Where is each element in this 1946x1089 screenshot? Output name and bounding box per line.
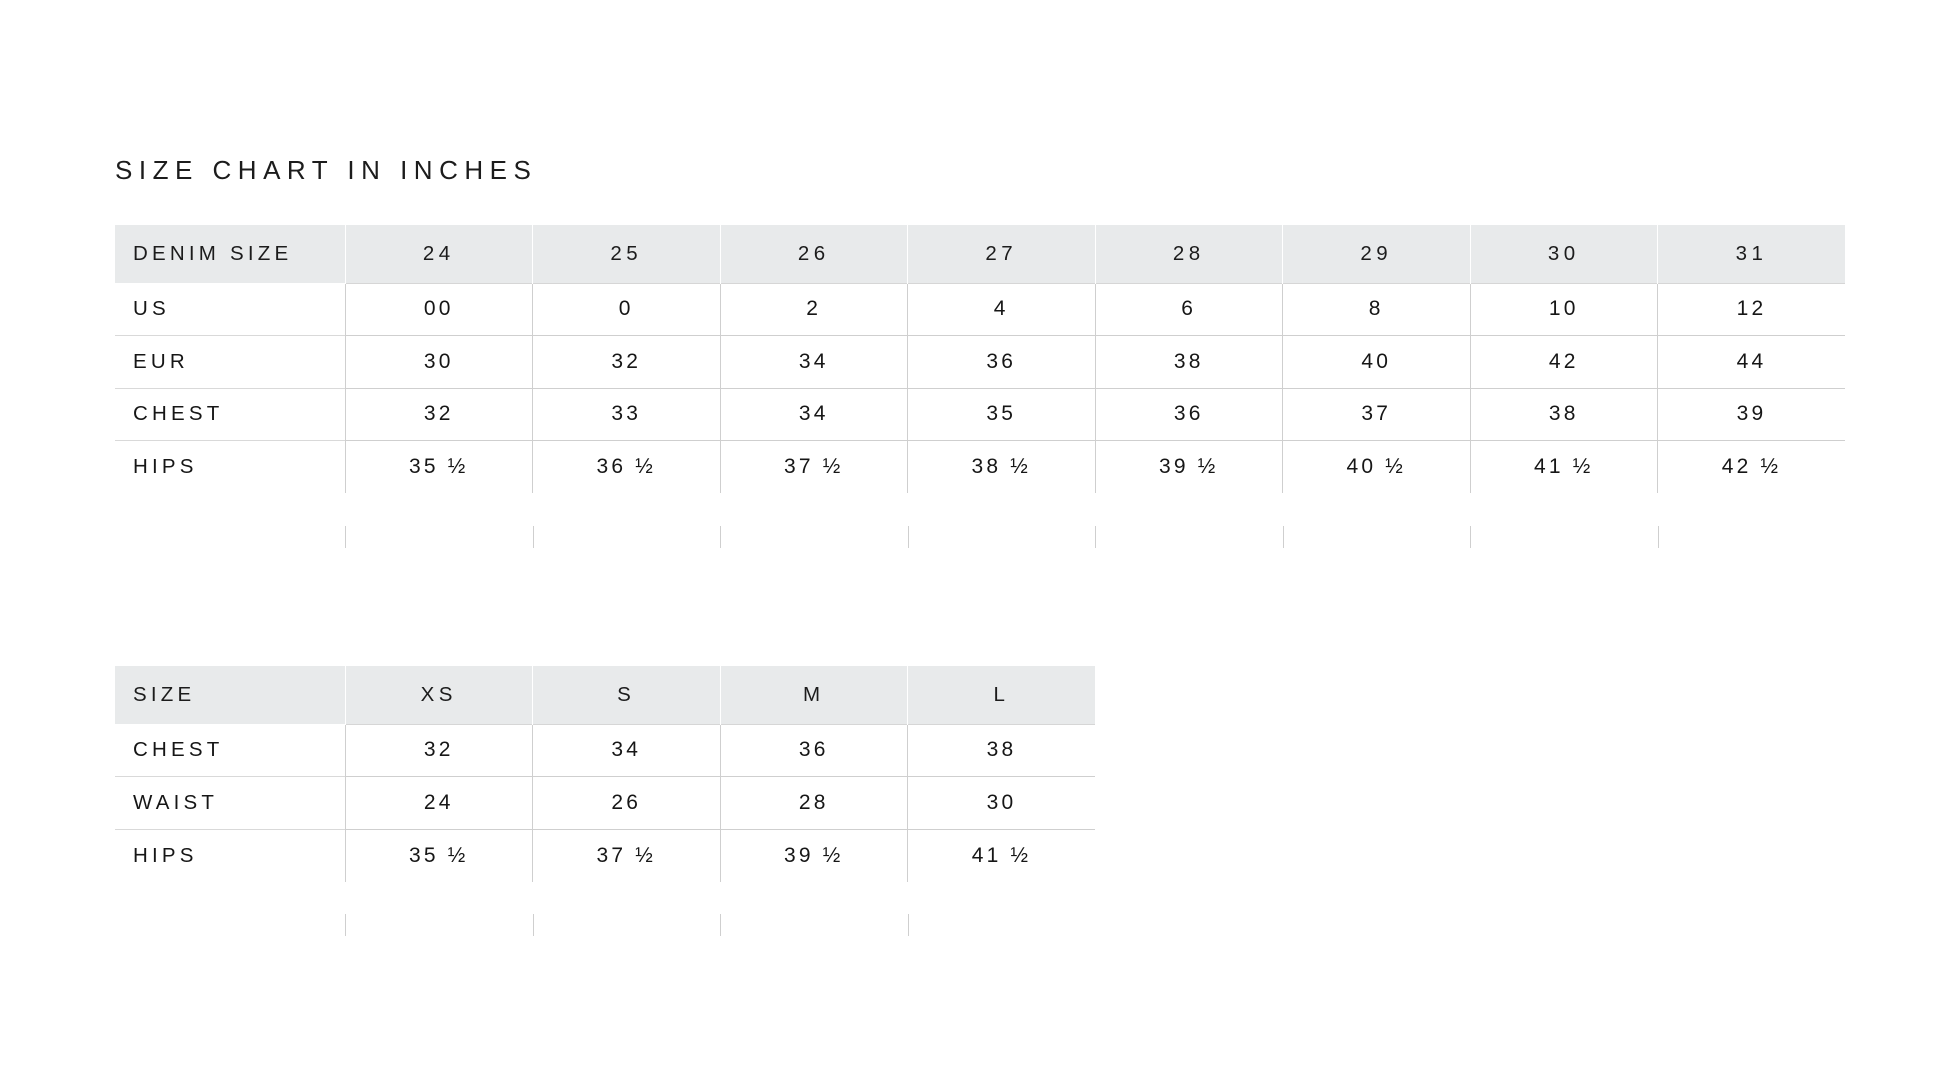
- cell-chest-25: 33: [532, 387, 720, 441]
- alpha-table-header: SIZE XS S M L: [115, 666, 1095, 724]
- alpha-header-m: M: [719, 666, 908, 724]
- row-label-chest: CHEST: [115, 387, 345, 441]
- cell-eur-30: 42: [1469, 335, 1658, 388]
- page-title: SIZE CHART IN INCHES: [115, 155, 538, 185]
- alpha-header-s: S: [532, 666, 720, 724]
- row-label-hips: HIPS: [115, 440, 345, 493]
- denim-size-table: DENIM SIZE 24 25 26 27 28 29 30 31 US 00…: [115, 225, 1845, 493]
- denim-table-body: US 00 0 2 4 6 8 10 12 EUR 30 32 34 36 38…: [115, 282, 1845, 493]
- cell-us-28: 6: [1094, 282, 1283, 336]
- cell-waist-l: 30: [907, 776, 1095, 829]
- denim-table-header: DENIM SIZE 24 25 26 27 28 29 30 31: [115, 225, 1845, 283]
- alpha-table-body: CHEST 32 34 36 38 WAIST 24 26 28 30 HIPS…: [115, 723, 1095, 882]
- cell-eur-28: 38: [1094, 335, 1283, 388]
- row-label-hips: HIPS: [115, 828, 345, 882]
- cell-hips-28: 39 ½: [1094, 440, 1283, 493]
- cell-chest-29: 37: [1282, 387, 1470, 441]
- table-row: HIPS 35 ½ 36 ½ 37 ½ 38 ½ 39 ½ 40 ½ 41 ½ …: [115, 440, 1845, 493]
- denim-header-27: 27: [907, 225, 1095, 283]
- cell-chest-28: 36: [1094, 387, 1283, 441]
- cell-us-25: 0: [532, 282, 720, 336]
- denim-header-28: 28: [1094, 225, 1283, 283]
- cell-eur-24: 30: [344, 335, 533, 388]
- cell-us-26: 2: [719, 282, 908, 336]
- row-label-eur: EUR: [115, 335, 345, 388]
- cell-hips-31: 42 ½: [1657, 440, 1845, 493]
- cell-hips-s: 37 ½: [532, 828, 720, 882]
- cell-hips-25: 36 ½: [532, 440, 720, 493]
- cell-eur-27: 36: [907, 335, 1095, 388]
- cell-chest-24: 32: [344, 387, 533, 441]
- table-row: CHEST 32 33 34 35 36 37 38 39: [115, 387, 1845, 441]
- denim-header-24: 24: [344, 225, 533, 283]
- cell-chest-l: 38: [907, 723, 1095, 777]
- cell-chest-m: 36: [719, 723, 908, 777]
- cell-hips-29: 40 ½: [1282, 440, 1470, 493]
- cell-hips-24: 35 ½: [344, 440, 533, 493]
- table-row: HIPS 35 ½ 37 ½ 39 ½ 41 ½: [115, 828, 1095, 882]
- cell-hips-xs: 35 ½: [344, 828, 533, 882]
- table-row: WAIST 24 26 28 30: [115, 776, 1095, 829]
- cell-waist-s: 26: [532, 776, 720, 829]
- cell-chest-31: 39: [1657, 387, 1845, 441]
- cell-hips-30: 41 ½: [1469, 440, 1658, 493]
- alpha-header-label: SIZE: [115, 666, 345, 724]
- cell-hips-m: 39 ½: [719, 828, 908, 882]
- cell-eur-25: 32: [532, 335, 720, 388]
- cell-hips-26: 37 ½: [719, 440, 908, 493]
- cell-chest-26: 34: [719, 387, 908, 441]
- denim-header-29: 29: [1282, 225, 1470, 283]
- denim-header-30: 30: [1469, 225, 1658, 283]
- cell-eur-26: 34: [719, 335, 908, 388]
- alpha-size-table: SIZE XS S M L CHEST 32 34 36 38 WAIST 24…: [115, 666, 1095, 882]
- cell-us-30: 10: [1469, 282, 1658, 336]
- cell-us-31: 12: [1657, 282, 1845, 336]
- row-label-chest: CHEST: [133, 738, 224, 761]
- cell-chest-xs: 32: [344, 723, 533, 777]
- table-row: EUR 30 32 34 36 38 40 42 44: [115, 335, 1845, 388]
- cell-eur-31: 44: [1657, 335, 1845, 388]
- cell-us-24: 00: [344, 282, 533, 336]
- row-label-waist: WAIST: [115, 776, 345, 829]
- cell-waist-xs: 24: [344, 776, 533, 829]
- cell-chest-s: 34: [532, 723, 720, 777]
- cell-us-29: 8: [1282, 282, 1470, 336]
- alpha-header-xs: XS: [344, 666, 533, 724]
- cell-chest-27: 35: [907, 387, 1095, 441]
- cell-waist-m: 28: [719, 776, 908, 829]
- denim-header-26: 26: [719, 225, 908, 283]
- denim-header-31: 31: [1657, 225, 1845, 283]
- table-row: US 00 0 2 4 6 8 10 12: [115, 282, 1845, 336]
- cell-hips-l: 41 ½: [907, 828, 1095, 882]
- table-header-row: SIZE XS S M L: [115, 666, 1095, 724]
- cell-us-27: 4: [907, 282, 1095, 336]
- denim-header-label: DENIM SIZE: [115, 225, 345, 283]
- table-row: CHEST 32 34 36 38: [115, 723, 1095, 777]
- cell-hips-27: 38 ½: [907, 440, 1095, 493]
- denim-header-25: 25: [532, 225, 720, 283]
- cell-chest-30: 38: [1469, 387, 1658, 441]
- alpha-header-l: L: [907, 666, 1095, 724]
- table-header-row: DENIM SIZE 24 25 26 27 28 29 30 31: [115, 225, 1845, 283]
- cell-eur-29: 40: [1282, 335, 1470, 388]
- row-label-us: US: [133, 297, 170, 320]
